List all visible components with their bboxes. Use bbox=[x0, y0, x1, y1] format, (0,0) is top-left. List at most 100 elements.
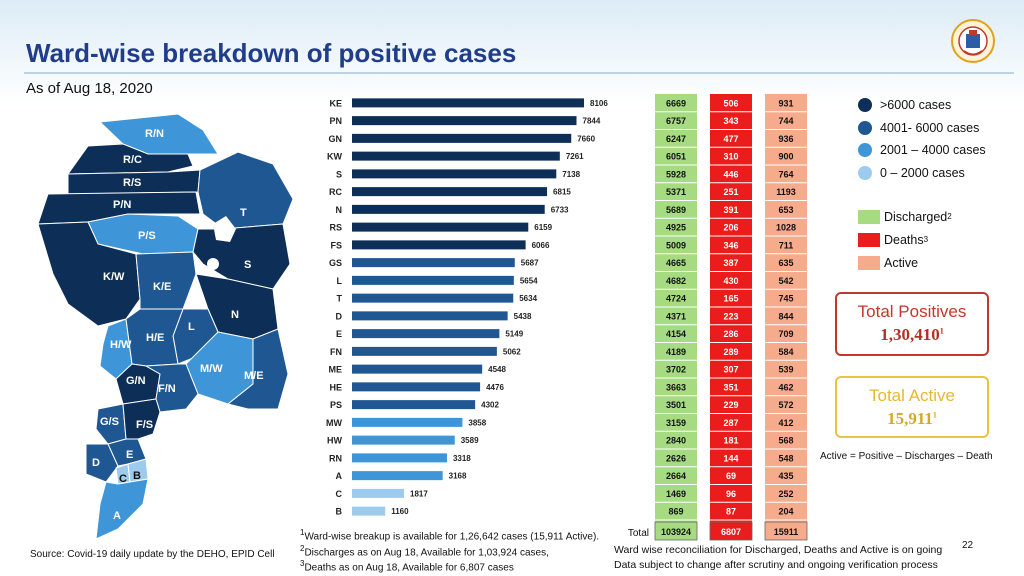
legend-item: 0 – 2000 cases bbox=[858, 162, 986, 185]
legend-swatch bbox=[858, 209, 880, 224]
bar bbox=[352, 488, 405, 498]
table-cell: 229 bbox=[723, 400, 738, 410]
footnote-ref: 3 bbox=[300, 559, 305, 568]
table-cell: 572 bbox=[778, 400, 793, 410]
legend-swatch bbox=[858, 143, 872, 158]
table-cell: 1469 bbox=[666, 489, 686, 499]
ward-label-E: E bbox=[126, 449, 133, 461]
table-cell: 635 bbox=[778, 258, 793, 268]
table-cell: 2626 bbox=[666, 453, 686, 463]
table-cell: 5689 bbox=[666, 205, 686, 215]
bar-category-label: L bbox=[337, 276, 343, 286]
table-cell: 709 bbox=[778, 329, 793, 339]
table-cell: 446 bbox=[723, 169, 738, 179]
total-active-value: 15,9111 bbox=[837, 409, 987, 429]
ward-label-P/S: P/S bbox=[138, 230, 156, 242]
bar-value-label: 7261 bbox=[566, 152, 584, 161]
table-cell: 181 bbox=[723, 436, 738, 446]
table-cell: 6669 bbox=[666, 98, 686, 108]
footnote-text: Deaths as on Aug 18, Available for 6,807… bbox=[304, 562, 514, 574]
ward-label-M/E: M/E bbox=[244, 370, 264, 382]
table-cell: 844 bbox=[778, 311, 793, 321]
bar-category-label: B bbox=[336, 507, 343, 517]
ward-bar-chart: KE 8106 6669 506 931 PN 7844 6757 343 744 GN 7660 62… bbox=[326, 94, 808, 541]
bar-value-label: 7138 bbox=[562, 170, 580, 179]
bar bbox=[352, 400, 476, 410]
bar-value-label: 8106 bbox=[590, 99, 608, 108]
bar bbox=[352, 204, 545, 214]
bar-category-label: S bbox=[336, 169, 342, 179]
bar-value-label: 5149 bbox=[505, 330, 523, 339]
table-cell: 310 bbox=[723, 152, 738, 162]
table-cell: 287 bbox=[723, 418, 738, 428]
table-cell: 4925 bbox=[666, 223, 686, 233]
table-cell: 289 bbox=[723, 347, 738, 357]
bar bbox=[352, 187, 548, 197]
table-cell: 936 bbox=[778, 134, 793, 144]
table-cell: 764 bbox=[778, 169, 793, 179]
legend-label: Discharged bbox=[884, 209, 948, 224]
totals-cell: 15911 bbox=[774, 527, 799, 537]
table-cell: 251 bbox=[723, 187, 738, 197]
bar-value-label: 4548 bbox=[488, 365, 506, 374]
legend-label: Deaths bbox=[884, 232, 924, 247]
table-cell: 548 bbox=[778, 453, 793, 463]
table-cell: 4724 bbox=[666, 294, 686, 304]
table-cell: 542 bbox=[778, 276, 793, 286]
bar bbox=[352, 151, 560, 161]
page-title: Ward-wise breakdown of positive cases bbox=[26, 38, 517, 68]
bar bbox=[352, 329, 500, 339]
table-cell: 204 bbox=[778, 507, 793, 517]
bar bbox=[352, 311, 508, 321]
totals-cell-bg bbox=[709, 521, 753, 541]
legend-swatch bbox=[858, 165, 872, 180]
total-active-label: Total Active bbox=[869, 386, 955, 405]
bar-value-label: 7660 bbox=[577, 134, 595, 143]
bar-category-label: GN bbox=[329, 134, 343, 144]
footnote-1: 1Ward-wise breakup is available for 1,26… bbox=[300, 528, 599, 542]
bar-value-label: 6733 bbox=[551, 205, 569, 214]
table-cell: 343 bbox=[723, 116, 738, 126]
table-cell: 3159 bbox=[666, 418, 686, 428]
table-cell: 653 bbox=[778, 205, 793, 215]
bar-value-label: 5634 bbox=[519, 294, 537, 303]
page-number: 22 bbox=[962, 540, 974, 551]
total-active-number: 15,911 bbox=[887, 409, 933, 428]
footnote-text: Discharges as on Aug 18, Available for 1… bbox=[304, 547, 549, 559]
table-cell: 144 bbox=[723, 453, 738, 463]
range-legend: >6000 cases 4001- 6000 cases 2001 – 4000… bbox=[858, 94, 986, 184]
totals-cell: 6807 bbox=[721, 527, 741, 537]
table-cell: 4665 bbox=[666, 258, 686, 268]
table-cell: 6051 bbox=[666, 152, 686, 162]
legend-label: 4001- 6000 cases bbox=[880, 120, 980, 135]
ward-label-R/S: R/S bbox=[123, 177, 141, 189]
footnote-2: 2Discharges as on Aug 18, Available for … bbox=[300, 544, 549, 558]
legend-label: Active bbox=[884, 255, 919, 270]
bar-category-label: C bbox=[336, 489, 343, 499]
ward-label-F/S: F/S bbox=[136, 419, 153, 431]
table-cell: 477 bbox=[723, 134, 738, 144]
table-cell: 931 bbox=[778, 98, 793, 108]
bar bbox=[352, 169, 557, 179]
ward-label-D: D bbox=[92, 457, 100, 469]
bar-value-label: 5687 bbox=[521, 259, 539, 268]
legend-item: >6000 cases bbox=[858, 94, 986, 117]
bar-category-label: FS bbox=[330, 240, 342, 250]
table-cell: 286 bbox=[723, 329, 738, 339]
total-positives-number: 1,30,410 bbox=[880, 325, 940, 344]
lake-shape bbox=[213, 216, 236, 242]
bar bbox=[352, 346, 497, 356]
ward-label-K/W: K/W bbox=[103, 271, 125, 283]
bar bbox=[352, 417, 463, 427]
totals-label: Total bbox=[628, 528, 649, 539]
footnote-ref: 1 bbox=[932, 410, 937, 420]
ward-label-M/W: M/W bbox=[200, 363, 223, 375]
total-positives-value: 1,30,4101 bbox=[837, 325, 987, 345]
table-cell: 351 bbox=[723, 382, 738, 392]
table-cell: 506 bbox=[723, 98, 738, 108]
legend-item: 4001- 6000 cases bbox=[858, 117, 986, 140]
active-formula: Active = Positive – Discharges – Death bbox=[820, 451, 993, 462]
table-cell: 435 bbox=[778, 471, 793, 481]
table-cell: 206 bbox=[723, 223, 738, 233]
bar-category-label: RC bbox=[329, 187, 342, 197]
